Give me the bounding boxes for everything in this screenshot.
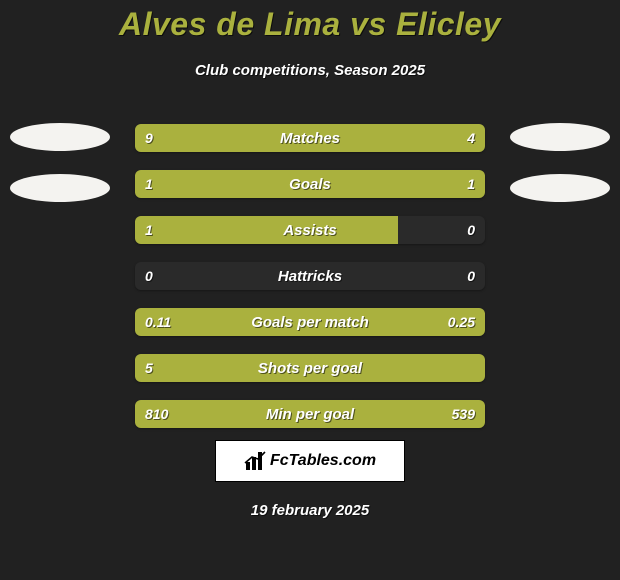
stat-value-left: 0 <box>145 262 153 290</box>
stat-label: Assists <box>135 216 485 244</box>
page-title: Alves de Lima vs Elicley <box>0 6 620 43</box>
stat-label: Matches <box>135 124 485 152</box>
stats-bars: Matches94Goals11Assists10Hattricks00Goal… <box>135 124 485 446</box>
brand-box[interactable]: FcTables.com <box>215 440 405 482</box>
generated-date: 19 february 2025 <box>0 502 620 519</box>
stat-value-right: 1 <box>467 170 475 198</box>
player2-name: Elicley <box>396 6 501 42</box>
comparison-card: Alves de Lima vs Elicley Club competitio… <box>0 0 620 580</box>
stat-value-left: 9 <box>145 124 153 152</box>
stat-label: Goals <box>135 170 485 198</box>
brand-name: FcTables.com <box>270 452 376 470</box>
stat-row: Goals per match0.11 0.25 <box>135 308 485 336</box>
stat-row: Assists1 0 <box>135 216 485 244</box>
stat-value-left: 1 <box>145 216 153 244</box>
player1-name: Alves de Lima <box>119 6 341 42</box>
stat-row: Hattricks0 0 <box>135 262 485 290</box>
stat-row: Shots per goal5 <box>135 354 485 382</box>
stat-value-left: 1 <box>145 170 153 198</box>
stat-value-right: 539 <box>452 400 475 428</box>
player2-badge-ellipse <box>510 174 610 202</box>
stat-value-left: 810 <box>145 400 168 428</box>
stat-value-left: 5 <box>145 354 153 382</box>
vs-separator: vs <box>350 6 387 42</box>
bar-chart-icon <box>244 450 268 472</box>
subtitle: Club competitions, Season 2025 <box>0 62 620 79</box>
player1-badge-ellipse <box>10 174 110 202</box>
player1-badge-ellipse <box>10 123 110 151</box>
player2-badge-ellipse <box>510 123 610 151</box>
stat-value-right: 4 <box>467 124 475 152</box>
stat-label: Shots per goal <box>135 354 485 382</box>
stat-label: Min per goal <box>135 400 485 428</box>
stat-label: Hattricks <box>135 262 485 290</box>
stat-row: Matches9 4 <box>135 124 485 152</box>
stat-value-right: 0.25 <box>448 308 475 336</box>
stat-value-right: 0 <box>467 262 475 290</box>
stat-label: Goals per match <box>135 308 485 336</box>
stat-row: Goals1 1 <box>135 170 485 198</box>
stat-row: Min per goal810 539 <box>135 400 485 428</box>
stat-value-right: 0 <box>467 216 475 244</box>
stat-value-left: 0.11 <box>145 308 171 336</box>
